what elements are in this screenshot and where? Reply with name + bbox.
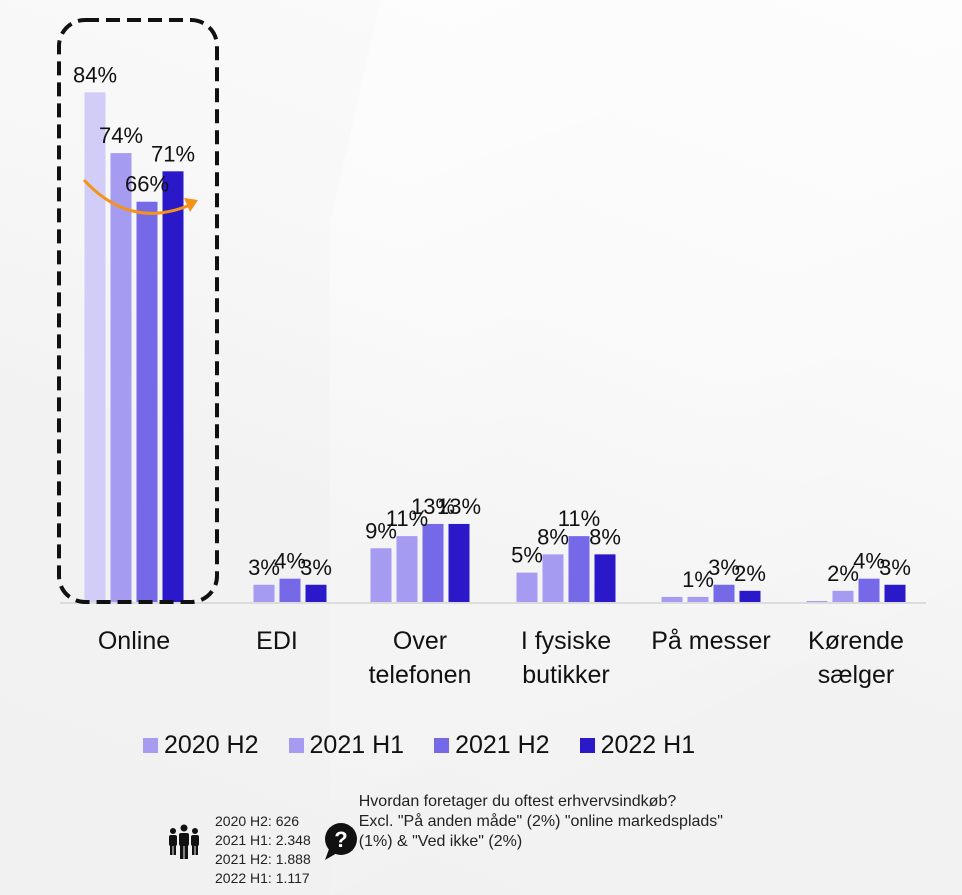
bar-2022-h1	[448, 523, 470, 603]
data-label: 9%	[365, 518, 397, 543]
bar-2021-h1	[687, 596, 709, 603]
data-label: 66%	[125, 172, 169, 197]
sample-size-item: 2020 H2: 626	[215, 813, 300, 829]
data-label: 3%	[248, 555, 280, 580]
data-label: 13%	[437, 494, 481, 519]
trend-arrow	[82, 178, 191, 215]
bar-2021-h1	[110, 153, 132, 603]
legend-item: 2022 H1	[579, 731, 696, 760]
x-tick-label: Over	[393, 627, 447, 655]
bar-2022-h1	[594, 554, 616, 603]
sample-size-item: 2021 H2: 1.888	[215, 851, 311, 867]
data-label: 5%	[511, 543, 543, 568]
x-tick-label: telefonen	[369, 661, 472, 689]
x-tick-label: sælger	[818, 661, 894, 689]
data-label: 8%	[537, 524, 569, 549]
question-bubble-icon: ?	[324, 823, 357, 860]
sample-size-item: 2021 H1: 2.348	[215, 832, 311, 848]
legend-item: 2020 H2	[143, 731, 259, 760]
bar-2021-h2	[713, 584, 735, 603]
bar-2021-h1	[542, 554, 564, 603]
bar-2022-h1	[162, 171, 184, 603]
sample-sizes: 2020 H2: 626 2021 H1: 2.348 2021 H2: 1.8…	[215, 812, 311, 888]
question-line: Excl. "På anden måde" (2%) "online marke…	[358, 813, 723, 830]
bar-2021-h2	[568, 536, 590, 603]
x-tick-label: På messer	[651, 627, 770, 655]
x-tick-label: I fysiske	[521, 627, 611, 655]
data-label: 74%	[99, 123, 143, 148]
data-label: 8%	[589, 524, 621, 549]
legend-swatch	[143, 738, 158, 753]
legend: 2020 H2 2021 H1 2021 H2 2022 H1	[143, 731, 725, 760]
data-label: 3%	[300, 555, 332, 580]
data-label: 71%	[151, 141, 195, 166]
svg-text:?: ?	[334, 827, 347, 852]
x-tick-label: EDI	[256, 627, 298, 655]
data-label: 2%	[734, 561, 766, 586]
data-label: 84%	[73, 62, 117, 87]
question-line: Hvordan foretager du oftest erhvervsindk…	[358, 793, 677, 810]
data-label: 4%	[274, 549, 306, 574]
legend-label: 2022 H1	[600, 731, 696, 759]
people-icon	[169, 824, 199, 859]
data-label: 1%	[682, 567, 714, 592]
bar-2021-h1	[253, 584, 275, 603]
legend-label: 2021 H2	[455, 731, 550, 759]
x-tick-label: butikker	[522, 661, 610, 689]
sample-size-item: 2022 H1: 1.117	[215, 870, 310, 886]
bar-chart: 84%74%66%71%3%4%3%9%11%13%13%5%8%11%8%1%…	[57, 18, 926, 689]
data-label: 3%	[879, 555, 911, 580]
legend-label: 2021 H1	[309, 731, 405, 759]
bar-2020-h2	[84, 92, 106, 603]
bar-2020-h2	[661, 596, 683, 603]
trend-arrow-head	[184, 198, 198, 212]
bar-2021-h2	[279, 578, 301, 603]
bar-2021-h1	[396, 536, 418, 603]
bar-2022-h1	[739, 590, 761, 603]
bar-2020-h2	[370, 548, 392, 603]
legend-swatch	[579, 738, 595, 753]
footer: 2020 H2: 626 2021 H1: 2.348 2021 H2: 1.8…	[167, 793, 779, 888]
data-label: 11%	[558, 506, 600, 531]
bar-2020-h2	[516, 572, 538, 603]
bar-2021-h2	[422, 523, 444, 603]
data-label: 2%	[827, 561, 859, 586]
legend-item: 2021 H1	[288, 731, 405, 760]
question-line: (1%) & "Ved ikke" (2%)	[358, 833, 523, 850]
survey-question: Hvordan foretager du oftest erhvervsindk…	[359, 792, 779, 888]
legend-label: 2020 H2	[164, 731, 259, 759]
legend-item: 2021 H2	[434, 731, 550, 760]
bar-2021-h2	[858, 578, 880, 603]
legend-swatch	[288, 738, 304, 753]
highlight-dashed-box	[57, 18, 219, 604]
data-label: 11%	[386, 506, 428, 531]
legend-swatch	[434, 738, 450, 753]
bar-2022-h1	[884, 584, 906, 603]
data-label: 3%	[708, 555, 740, 580]
bar-2021-h2	[136, 201, 158, 603]
bar-2022-h1	[305, 584, 327, 603]
x-tick-label: Online	[98, 627, 170, 655]
bar-2021-h1	[832, 590, 854, 603]
x-tick-label: Kørende	[808, 627, 904, 655]
data-label: 13%	[411, 494, 455, 519]
data-label: 4%	[853, 549, 885, 574]
